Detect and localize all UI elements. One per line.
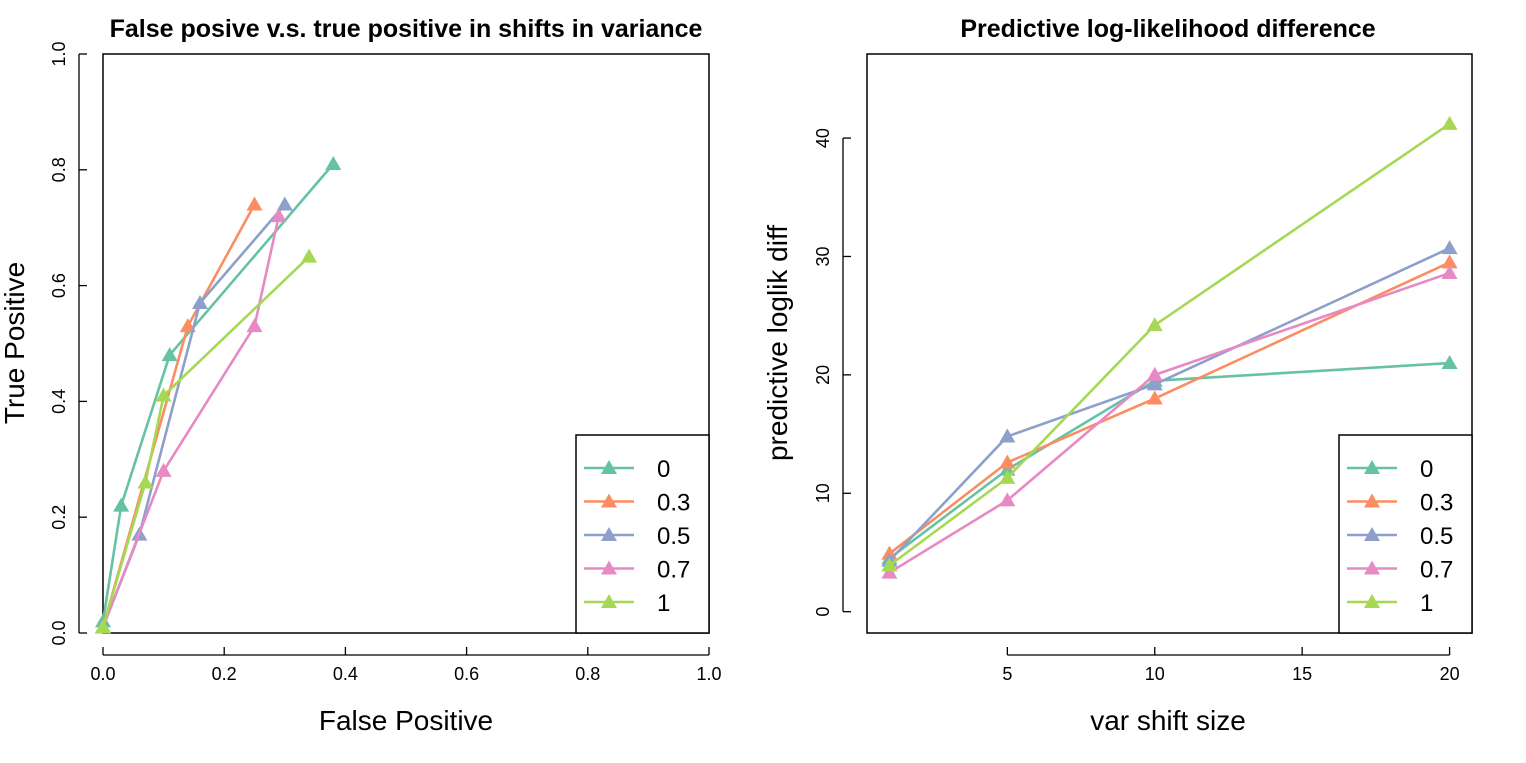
- x-tick-label: 0.8: [575, 664, 600, 684]
- y-tick-label: 1.0: [49, 41, 69, 66]
- chart-left-xlabel: False Positive: [319, 705, 493, 736]
- chart-left-plot-box: [102, 53, 710, 634]
- legend-swatch-marker: [601, 460, 617, 474]
- y-tick-label: 0: [813, 607, 833, 617]
- series-line-0.7: [888, 271, 1451, 574]
- series-line-0: [888, 361, 1450, 560]
- data-point: [1146, 317, 1163, 332]
- y-tick-label: 0.6: [49, 273, 69, 298]
- legend-swatch-marker: [601, 560, 617, 575]
- y-tick-label: 10: [813, 483, 833, 503]
- legend-label: 0.5: [657, 523, 690, 550]
- chart-right-xlabel: var shift size: [1090, 705, 1246, 736]
- chart-left-ylabel: True Positive: [0, 262, 30, 424]
- series-line-0.3: [888, 261, 1451, 555]
- y-tick-label: 0.2: [49, 505, 69, 530]
- y-tick-label: 30: [813, 246, 833, 266]
- chart-right: Predictive log-likelihood difference 5 10…: [762, 15, 1473, 736]
- data-point: [155, 387, 172, 402]
- legend-label: 0.5: [1420, 523, 1453, 550]
- data-point: [881, 557, 898, 572]
- chart-left: False posive v.s. true positive in shift…: [0, 15, 722, 736]
- data-point: [191, 294, 208, 309]
- legend-label: 0.7: [1420, 557, 1453, 584]
- y-tick-label: 0.0: [49, 620, 69, 645]
- chart-left-legend: 0 0.3 0.5 0.7 1: [575, 434, 710, 634]
- data-point: [270, 208, 287, 223]
- x-tick-label: 10: [1145, 664, 1165, 684]
- series-line-1: [101, 255, 310, 628]
- x-tick-label: 0.0: [90, 664, 115, 684]
- data-point: [325, 156, 342, 171]
- chart-right-ylabel: predictive loglik diff: [762, 225, 793, 461]
- data-point: [1441, 355, 1458, 370]
- data-point: [1146, 390, 1163, 405]
- data-point: [161, 347, 178, 362]
- series-line-0.7: [101, 215, 281, 628]
- legend-label: 1: [1420, 590, 1433, 617]
- data-point: [1441, 115, 1458, 130]
- legend-swatch-marker: [1364, 594, 1380, 608]
- legend-swatch-marker: [601, 594, 617, 608]
- data-point: [1441, 254, 1458, 269]
- data-point: [999, 428, 1016, 443]
- y-tick-label: 40: [813, 128, 833, 148]
- chart-right-series: [881, 115, 1458, 579]
- data-point: [1441, 240, 1458, 255]
- legend-label: 1: [657, 590, 670, 617]
- x-tick-label: 1.0: [696, 664, 721, 684]
- data-point: [1146, 366, 1163, 381]
- data-point: [999, 492, 1016, 507]
- legend-label: 0.3: [1420, 490, 1453, 517]
- y-tick-label: 0.8: [49, 157, 69, 182]
- legend-label: 0.3: [657, 490, 690, 517]
- data-point: [1441, 265, 1458, 280]
- x-tick-label: 0.6: [454, 664, 479, 684]
- x-tick-label: 0.4: [333, 664, 358, 684]
- chart-left-ticks: 0.0 0.2 0.4 0.6 0.8 1.0 0.0 0.2 0.4 0.6 0.8 1.0: [49, 41, 722, 684]
- data-point: [246, 318, 263, 333]
- x-tick-label: 20: [1440, 664, 1460, 684]
- data-point: [155, 462, 172, 477]
- data-point: [113, 497, 130, 512]
- series-line-0.5: [101, 203, 286, 628]
- data-point: [179, 318, 196, 333]
- data-point: [137, 474, 154, 489]
- y-tick-label: 20: [813, 365, 833, 385]
- legend-swatch-marker: [601, 493, 617, 508]
- data-point: [95, 619, 111, 634]
- data-point: [1146, 376, 1163, 391]
- x-tick-label: 15: [1292, 664, 1312, 684]
- legend-label: 0: [1420, 456, 1433, 483]
- data-point: [246, 196, 263, 211]
- x-tick-label: 5: [1002, 664, 1012, 684]
- legend-swatch-marker: [601, 527, 617, 541]
- data-point: [999, 454, 1016, 469]
- legend-label: 0.7: [657, 557, 690, 584]
- chart-right-title: Predictive log-likelihood difference: [960, 15, 1375, 43]
- legend-swatch-marker: [1364, 560, 1380, 575]
- legend-swatch-marker: [1364, 460, 1380, 474]
- chart-right-legend: 0 0.3 0.5 0.7 1: [1338, 434, 1473, 634]
- x-tick-label: 0.2: [212, 664, 237, 684]
- y-tick-label: 0.4: [49, 389, 69, 414]
- series-line-0.5: [888, 247, 1451, 562]
- data-point: [999, 469, 1016, 484]
- legend-swatch-marker: [1364, 493, 1380, 508]
- data-point: [301, 248, 318, 263]
- series-line-1: [888, 122, 1451, 567]
- legend-swatch-marker: [1364, 527, 1380, 541]
- legend-label: 0: [657, 456, 670, 483]
- chart-right-plot-box: [866, 53, 1473, 634]
- chart-left-title: False posive v.s. true positive in shift…: [110, 15, 703, 43]
- data-point: [276, 196, 293, 211]
- chart-left-series: [95, 156, 342, 634]
- series-line-0: [101, 163, 335, 622]
- data-point: [881, 564, 898, 579]
